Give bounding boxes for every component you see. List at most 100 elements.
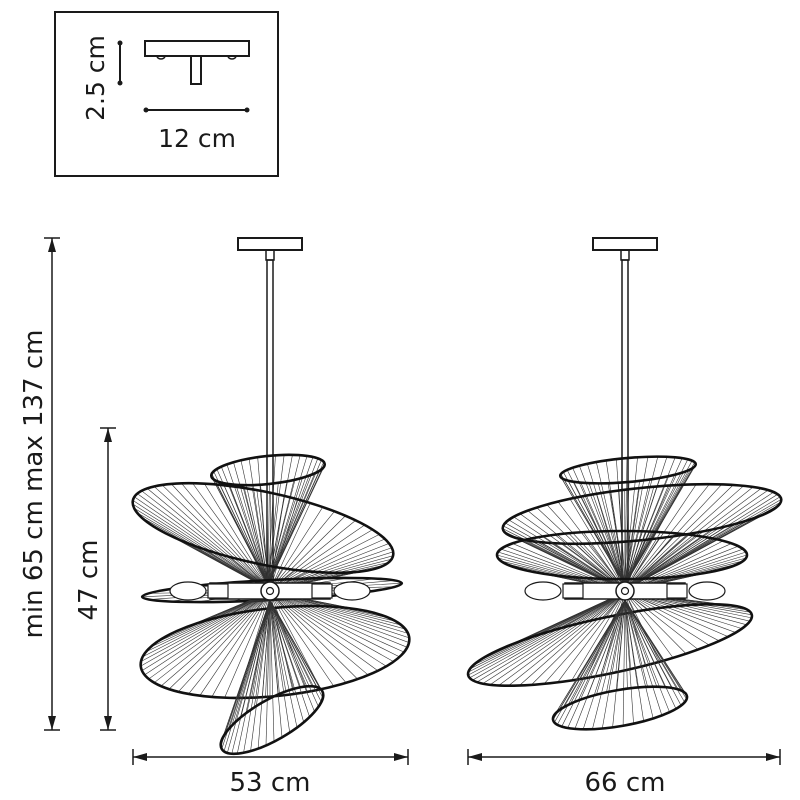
lamp-front-view [131, 237, 411, 756]
bulb [333, 581, 371, 601]
shade-rib [586, 599, 626, 698]
shade-rib [161, 484, 271, 591]
shade-rib [596, 599, 626, 695]
shade-rib [136, 512, 271, 591]
shade-rib [134, 496, 271, 591]
shade-rib [624, 457, 676, 586]
shade-rib [267, 461, 325, 586]
shade-rib [204, 483, 271, 591]
total-height-label: min 65 cm max 137 cm [19, 330, 49, 639]
bulb-socket [207, 583, 229, 599]
shade-rib [476, 591, 626, 683]
inset-screws [156, 55, 237, 60]
shade-rib [269, 502, 311, 591]
shade-rib [269, 499, 298, 591]
shade-rib [269, 506, 324, 591]
shade-rib [624, 599, 628, 689]
shade-rib [269, 495, 285, 591]
hub-screw [620, 586, 630, 596]
shade-rib [269, 599, 313, 687]
shade-rib [269, 591, 394, 662]
shade-rib [141, 591, 271, 671]
shade-rib [267, 455, 301, 586]
shade-rib [624, 462, 696, 586]
canopy-inset: 2.5 cm 12 cm [54, 11, 279, 177]
shade-rib [566, 469, 626, 586]
shade-rib [211, 473, 269, 586]
inset-width-label: 12 cm [158, 124, 236, 153]
shade-rib [243, 599, 271, 753]
shade-rib [558, 599, 626, 711]
shade-rib [269, 599, 298, 728]
shade-rib [269, 591, 379, 672]
shade-rim [209, 453, 327, 487]
shade-rib [269, 591, 408, 648]
shade-rib [235, 484, 269, 586]
shade-rib [153, 486, 271, 591]
shade-rib [563, 599, 626, 708]
shade-rib [192, 483, 271, 591]
shade-rib [592, 599, 626, 730]
shade-rib [269, 599, 279, 695]
shade-rib [567, 599, 626, 729]
shade-rib [269, 599, 317, 688]
inset-height-label: 2.5 cm [81, 35, 110, 121]
shade-rib [624, 591, 720, 642]
bulb-socket [562, 583, 584, 599]
bulb-socket [311, 583, 333, 599]
shade-rib [624, 531, 631, 592]
shade-rib [472, 591, 626, 681]
shade-rib [267, 455, 276, 586]
shade-rib [624, 531, 646, 592]
shade-rib [624, 532, 661, 592]
shade-rib [229, 485, 271, 591]
shade-rim [495, 529, 749, 581]
shade-rib [605, 460, 626, 586]
shade-rib [624, 599, 648, 687]
shade-rib [624, 591, 674, 658]
shade-rib [256, 490, 271, 591]
shade-rim [219, 684, 325, 756]
shade-rib [582, 599, 626, 730]
shade-rib [585, 591, 626, 679]
shade-rib [250, 599, 271, 752]
shade-rib [557, 591, 626, 683]
shade-rib [624, 599, 654, 719]
shade-rib [132, 500, 271, 591]
shade-rib [616, 599, 626, 691]
shade-rib [624, 536, 702, 592]
shade-rib [140, 591, 271, 667]
shade-rib [246, 599, 271, 713]
shade-rib [267, 483, 270, 586]
shade-rib [269, 599, 321, 689]
dimension-lines: min 65 cm max 137 cm 47 cm 53 cm 66 cm [19, 237, 781, 798]
shade-rib [267, 456, 314, 586]
shade-rib [624, 599, 666, 688]
inset-canopy-stem [190, 55, 202, 85]
shade-rib [624, 486, 754, 591]
shade-rib [588, 483, 626, 586]
shade-rib [261, 599, 271, 703]
shade-fin [501, 482, 783, 591]
shade-rib [503, 525, 626, 591]
shade-rib [267, 459, 322, 586]
shade-rib [624, 599, 663, 716]
shade-rib [234, 599, 271, 724]
ceiling-canopy [237, 237, 303, 251]
shade-rib [269, 599, 319, 707]
shade-rib [624, 599, 634, 724]
shade-rib [624, 534, 690, 592]
center-hub [615, 581, 635, 601]
shade-rib [216, 484, 271, 591]
shade-rib [531, 591, 626, 686]
shade-rib [269, 511, 335, 591]
shade-rib [269, 538, 386, 591]
shade-rib [613, 530, 626, 592]
shade-fin [551, 599, 689, 731]
shade-rib [624, 591, 687, 654]
shade-rib [624, 485, 744, 591]
shade-rib [181, 483, 271, 591]
shade-rib [147, 488, 271, 591]
shade-rib [624, 599, 670, 713]
shade-rib [616, 459, 626, 586]
